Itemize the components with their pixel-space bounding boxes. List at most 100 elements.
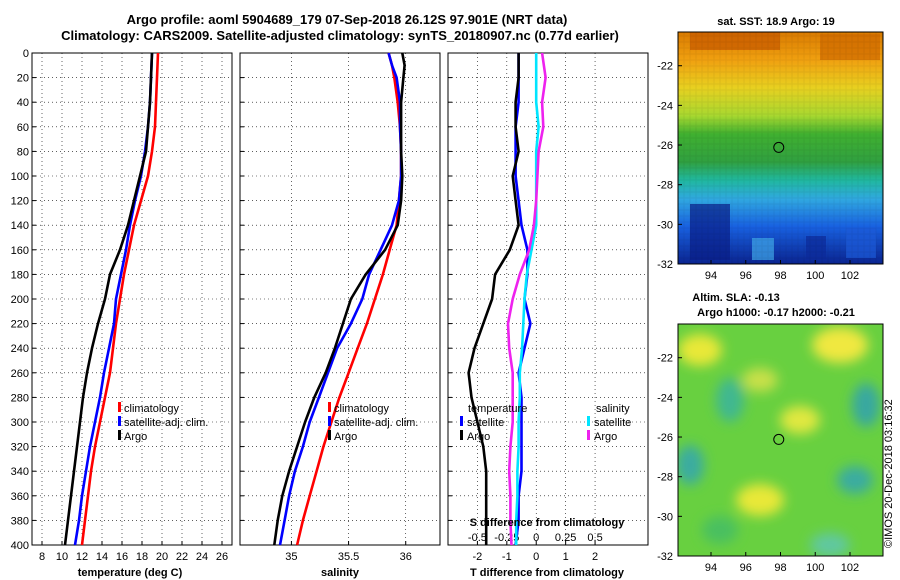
temperature-xlabel: temperature (deg C) xyxy=(78,567,183,579)
legend-label-t-satellite: satellite xyxy=(467,417,504,429)
legend-swatch-s-argo xyxy=(587,430,590,440)
map-y-tick-label: -26 xyxy=(657,432,673,444)
s-tick-label: -0.25 xyxy=(494,532,519,544)
legend-label-s-argo: Argo xyxy=(594,431,617,443)
sst-map-title: sat. SST: 18.9 Argo: 19 xyxy=(717,16,835,28)
y-tick-label: 320 xyxy=(11,442,29,454)
map-x-tick-label: 98 xyxy=(774,270,786,282)
legend-swatch-climatology xyxy=(118,402,121,412)
legend-swatch-satellite xyxy=(328,416,331,426)
x-tick-label: 12 xyxy=(76,551,88,563)
y-tick-label: 400 xyxy=(11,540,29,552)
argo-location-marker xyxy=(773,433,785,445)
altim-low-blob xyxy=(678,445,704,485)
s-difference-label: S difference from climatology xyxy=(470,517,626,529)
legend-label-t-argo: Argo xyxy=(467,431,490,443)
map-y-tick-label: -32 xyxy=(657,259,673,271)
legend-swatch-satellite xyxy=(118,416,121,426)
x-tick-label: 2 xyxy=(592,551,598,563)
map-y-tick-label: -26 xyxy=(657,140,673,152)
y-tick-label: 380 xyxy=(11,515,29,527)
series-temperature-argo xyxy=(467,53,520,545)
y-tick-label: 100 xyxy=(11,171,29,183)
x-tick-label: 20 xyxy=(156,551,168,563)
map-y-tick-label: -22 xyxy=(657,61,673,73)
difference-legend: temperature satellite Argo salinity sate… xyxy=(460,403,631,443)
x-tick-label: 1 xyxy=(563,551,569,563)
y-tick-label: 120 xyxy=(11,196,29,208)
map-x-tick-label: 102 xyxy=(841,562,859,574)
legend-label-climatology: climatology xyxy=(334,403,390,415)
altim-blobs xyxy=(678,327,880,556)
y-tick-label: 220 xyxy=(11,319,29,331)
altim-map-ticks: 94 96 98 100 102 -22 -24 -26 -28 -30 -32 xyxy=(657,353,859,574)
map-y-tick-label: -28 xyxy=(657,180,673,192)
salinity-legend: climatology satellite-adj. clim. Argo xyxy=(328,402,418,443)
x-tick-label: 35 xyxy=(285,551,297,563)
x-tick-label: 22 xyxy=(176,551,188,563)
legend-label-argo: Argo xyxy=(124,431,147,443)
map-x-tick-label: 100 xyxy=(806,562,824,574)
altim-high-blob xyxy=(736,484,784,516)
s-tick-label: 0.25 xyxy=(555,532,576,544)
x-tick-label: 18 xyxy=(136,551,148,563)
legend-swatch-argo xyxy=(118,430,121,440)
y-tick-label: 40 xyxy=(17,97,29,109)
argo-location-marker xyxy=(773,141,785,153)
legend-title-salinity: salinity xyxy=(596,403,630,415)
y-tick-label: 160 xyxy=(11,245,29,257)
legend-label-satellite: satellite-adj. clim. xyxy=(124,417,208,429)
series-argo xyxy=(63,52,154,546)
s-tick-label: -0.5 xyxy=(468,532,487,544)
legend-swatch-t-satellite xyxy=(460,416,463,426)
temperature-legend: climatology satellite-adj. clim. Argo xyxy=(118,402,208,443)
y-tick-label: 240 xyxy=(11,343,29,355)
map-x-tick-label: 94 xyxy=(705,562,717,574)
s-tick-label: 0 xyxy=(533,532,539,544)
sst-map-ticks: 94 96 98 100 102 -22 -24 -26 -28 -30 -32 xyxy=(657,61,859,282)
y-tick-label: 260 xyxy=(11,368,29,380)
map-x-tick-label: 96 xyxy=(740,562,752,574)
map-y-tick-label: -28 xyxy=(657,472,673,484)
title-line-2: Climatology: CARS2009. Satellite-adjuste… xyxy=(61,28,619,43)
y-tick-label: 80 xyxy=(17,146,29,158)
legend-swatch-s-satellite xyxy=(587,416,590,426)
x-tick-label: 26 xyxy=(216,551,228,563)
legend-label-s-satellite: satellite xyxy=(594,417,631,429)
x-tick-label: 24 xyxy=(196,551,208,563)
altim-high-blob xyxy=(812,327,868,363)
altim-low-blob xyxy=(716,378,744,422)
salinity-panel: 35 35.5 36 xyxy=(239,52,441,563)
map-x-tick-label: 98 xyxy=(774,562,786,574)
altimetry-map: 94 96 98 100 102 -22 -24 -26 -28 -30 -32 xyxy=(657,323,884,574)
x-tick-label: -1 xyxy=(502,551,512,563)
x-tick-label: 14 xyxy=(96,551,108,563)
altim-low-blob xyxy=(852,383,880,427)
x-tick-label: 10 xyxy=(56,551,68,563)
s-tick-label: 0.5 xyxy=(587,532,602,544)
y-tick-label: 180 xyxy=(11,269,29,281)
y-tick-label: 340 xyxy=(11,466,29,478)
altim-low-blob xyxy=(810,533,850,556)
title-line-1: Argo profile: aoml 5904689_179 07-Sep-20… xyxy=(127,12,568,27)
map-y-tick-label: -24 xyxy=(657,100,673,112)
altim-low-blob xyxy=(837,466,873,494)
y-tick-label: 60 xyxy=(17,122,29,134)
x-tick-label: 16 xyxy=(116,551,128,563)
x-tick-label: 36 xyxy=(400,551,412,563)
y-tick-label: 140 xyxy=(11,220,29,232)
x-tick-label: -2 xyxy=(473,551,483,563)
y-tick-label: 280 xyxy=(11,392,29,404)
altim-title-line-1: Altim. SLA: -0.13 xyxy=(692,292,779,304)
legend-label-argo: Argo xyxy=(334,431,357,443)
temperature-panel: 0 20 40 60 80 100 120 140 160 180 200 220 240 260 280 3… xyxy=(11,48,233,563)
difference-panel: -2 -1 0 1 2 -0.5 -0.25 0 0.25 0.5 xyxy=(447,52,649,563)
altim-high-blob xyxy=(742,368,778,392)
map-y-tick-label: -22 xyxy=(657,353,673,365)
salinity-xlabel: salinity xyxy=(321,567,360,579)
y-tick-label: 360 xyxy=(11,491,29,503)
legend-label-satellite: satellite-adj. clim. xyxy=(334,417,418,429)
sst-map: 94 96 98 100 102 -22 -24 -26 -28 -30 -32 xyxy=(657,31,884,282)
y-tick-label: 20 xyxy=(17,73,29,85)
